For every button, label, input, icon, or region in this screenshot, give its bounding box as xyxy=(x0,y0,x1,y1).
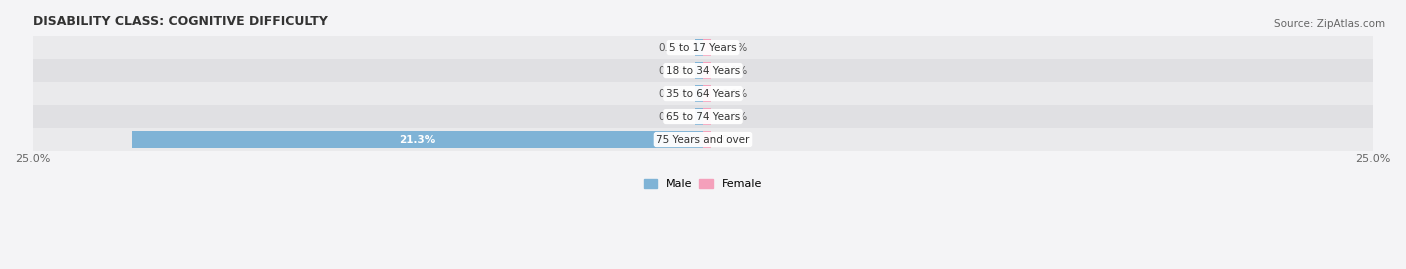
Bar xyxy=(32,128,1374,151)
Text: 21.3%: 21.3% xyxy=(399,134,436,144)
Bar xyxy=(32,105,1374,128)
Text: 65 to 74 Years: 65 to 74 Years xyxy=(666,112,740,122)
Text: 0.0%: 0.0% xyxy=(721,134,748,144)
Text: 35 to 64 Years: 35 to 64 Years xyxy=(666,89,740,98)
Bar xyxy=(695,108,703,125)
Bar xyxy=(32,36,1374,59)
Text: 75 Years and over: 75 Years and over xyxy=(657,134,749,144)
Text: Source: ZipAtlas.com: Source: ZipAtlas.com xyxy=(1274,19,1385,29)
Bar xyxy=(695,85,703,102)
Bar xyxy=(703,62,711,79)
Text: 0.0%: 0.0% xyxy=(721,112,748,122)
Legend: Male, Female: Male, Female xyxy=(640,174,766,194)
Bar xyxy=(695,39,703,56)
Bar xyxy=(703,131,711,148)
Bar xyxy=(32,59,1374,82)
Text: 0.0%: 0.0% xyxy=(721,89,748,98)
Bar xyxy=(132,131,703,148)
Bar xyxy=(703,39,711,56)
Text: 0.0%: 0.0% xyxy=(658,66,685,76)
Bar xyxy=(695,62,703,79)
Text: 0.0%: 0.0% xyxy=(721,43,748,53)
Text: DISABILITY CLASS: COGNITIVE DIFFICULTY: DISABILITY CLASS: COGNITIVE DIFFICULTY xyxy=(32,15,328,28)
Bar xyxy=(703,108,711,125)
Text: 0.0%: 0.0% xyxy=(721,66,748,76)
Text: 0.0%: 0.0% xyxy=(658,43,685,53)
Bar xyxy=(703,85,711,102)
Text: 0.0%: 0.0% xyxy=(658,89,685,98)
Bar xyxy=(32,82,1374,105)
Text: 5 to 17 Years: 5 to 17 Years xyxy=(669,43,737,53)
Text: 0.0%: 0.0% xyxy=(658,112,685,122)
Text: 18 to 34 Years: 18 to 34 Years xyxy=(666,66,740,76)
